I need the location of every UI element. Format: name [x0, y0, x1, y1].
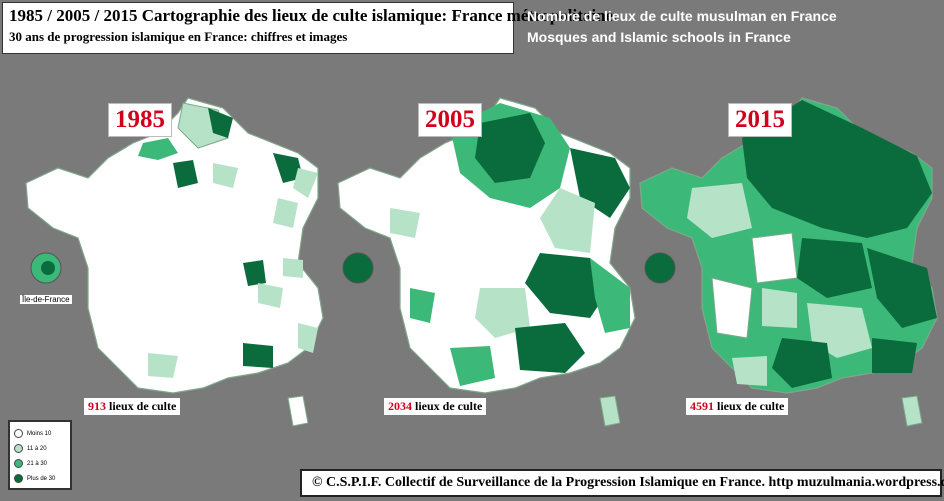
- legend-swatch: [14, 474, 23, 483]
- legend-label: Plus de 30: [27, 475, 56, 482]
- legend-label: Moins 10: [27, 430, 52, 437]
- legend-row: Moins 10: [14, 426, 66, 441]
- france-map-1985: [25, 97, 324, 427]
- description-line-1: Nombre de lieux de culte musulman en Fra…: [527, 8, 837, 24]
- description: Nombre de lieux de culte musulman en Fra…: [527, 6, 837, 48]
- count-suffix-1985: lieux de culte: [106, 399, 177, 413]
- count-suffix-2015: lieux de culte: [714, 399, 785, 413]
- inset-label: Île-de-France: [20, 295, 72, 304]
- legend-row: 11 à 20: [14, 441, 66, 456]
- legend-label: 21 à 30: [27, 460, 48, 467]
- legend: Moins 10 11 à 20 21 à 30 Plus de 30: [8, 420, 72, 490]
- year-label-2005: 2005: [418, 103, 482, 137]
- france-map-2005: [337, 97, 636, 427]
- footer-credit: © C.S.P.I.F. Collectif de Surveillance d…: [300, 469, 944, 497]
- count-number-2005: 2034: [388, 399, 412, 413]
- legend-swatch: [14, 429, 23, 438]
- legend-row: Plus de 30: [14, 471, 66, 486]
- legend-swatch: [14, 444, 23, 453]
- map-2005: [330, 88, 640, 428]
- legend-row: 21 à 30: [14, 456, 66, 471]
- title-line-1: 1985 / 2005 / 2015 Cartographie des lieu…: [9, 6, 618, 25]
- title-box: 1985 / 2005 / 2015 Cartographie des lieu…: [2, 2, 618, 54]
- map-1985: [18, 88, 328, 428]
- title-line-2: 30 ans de progression islamique en Franc…: [9, 29, 348, 44]
- year-label-1985: 1985: [108, 103, 172, 137]
- count-number-1985: 913: [88, 399, 106, 413]
- count-label-2015: 4591 lieux de culte: [686, 398, 789, 415]
- france-map-2015: [639, 97, 938, 427]
- count-suffix-2005: lieux de culte: [412, 399, 483, 413]
- legend-swatch: [14, 459, 23, 468]
- count-label-1985: 913 lieux de culte: [84, 398, 181, 415]
- legend-label: 11 à 20: [27, 445, 47, 452]
- description-line-2: Mosques and Islamic schools in France: [527, 29, 791, 45]
- map-2015: [632, 88, 942, 428]
- year-label-2015: 2015: [728, 103, 792, 137]
- count-label-2005: 2034 lieux de culte: [384, 398, 487, 415]
- count-number-2015: 4591: [690, 399, 714, 413]
